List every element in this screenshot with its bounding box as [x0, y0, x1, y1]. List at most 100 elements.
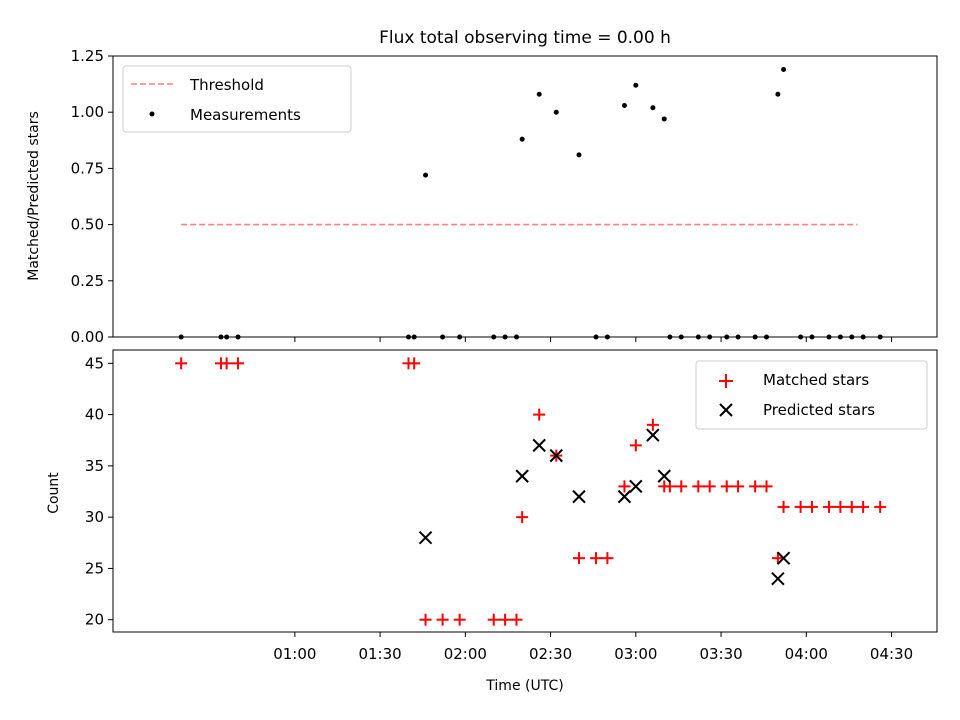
matched-point	[533, 408, 546, 421]
matched-point	[805, 500, 818, 513]
matched-point	[646, 418, 659, 431]
measurement-point	[860, 334, 866, 340]
measurement-point	[235, 334, 241, 340]
measurement-point	[491, 334, 497, 340]
predicted-point	[532, 438, 546, 453]
matched-point	[601, 552, 614, 565]
matched-point	[874, 500, 887, 513]
top-x-ticks	[294, 337, 893, 342]
measurement-point	[553, 109, 559, 115]
matched-point	[499, 613, 512, 626]
legend-threshold-label: Threshold	[189, 76, 264, 94]
legend-predicted-label: Predicted stars	[763, 401, 875, 419]
bottom-y-axis: 20 25 30 35 40 45	[85, 354, 113, 629]
measurement-point	[502, 334, 508, 340]
measurement-point	[695, 334, 701, 340]
matched-point	[220, 357, 233, 370]
measurement-point	[877, 334, 883, 340]
matched-point	[618, 480, 631, 493]
measurement-point	[423, 172, 429, 178]
measurement-point	[826, 334, 832, 340]
matched-point	[510, 613, 523, 626]
matched-point	[794, 500, 807, 513]
matched-point	[408, 357, 421, 370]
matched-point	[590, 552, 603, 565]
y-tick-label: 0.25	[71, 272, 104, 290]
measurement-point	[849, 334, 855, 340]
measurement-legend-dot	[149, 111, 155, 117]
predicted-legend-marker	[719, 403, 733, 417]
bottom-panel: 20 25 30 35 40 45 01:00 01:30 02:00 02:30 03:00 03…	[46, 349, 938, 694]
measurement-point	[809, 334, 815, 340]
matched-point	[516, 511, 529, 524]
y-tick-label: 1.00	[71, 103, 104, 121]
matched-point	[675, 480, 688, 493]
matched-point	[845, 500, 858, 513]
x-tick-label: 02:00	[444, 645, 487, 663]
measurement-point	[661, 116, 667, 122]
y-tick-label: 0.75	[71, 159, 104, 177]
measurement-point	[440, 334, 446, 340]
bottom-legend-box	[695, 360, 928, 430]
measurement-point	[667, 334, 673, 340]
matched-point	[692, 480, 705, 493]
legend-measurements-label: Measurements	[190, 106, 301, 124]
predicted-point	[515, 469, 529, 483]
x-tick-label: 03:30	[699, 645, 742, 663]
matched-point	[720, 480, 733, 493]
measurement-point	[536, 91, 542, 97]
predicted-series	[418, 428, 791, 586]
matched-point	[487, 613, 500, 626]
matched-point	[749, 480, 762, 493]
measurement-point	[519, 136, 525, 142]
y-tick-label: 0.50	[71, 216, 104, 234]
matched-series	[175, 357, 887, 626]
measurement-point	[593, 334, 599, 340]
bottom-legend: Matched stars Predicted stars	[695, 360, 928, 430]
measurement-point	[224, 334, 230, 340]
matched-point	[436, 613, 449, 626]
matched-point	[453, 613, 466, 626]
top-legend-box	[122, 65, 352, 133]
matched-point	[572, 552, 585, 565]
y-tick-label: 30	[85, 508, 104, 526]
y-tick-label: 40	[85, 406, 104, 424]
matched-point	[760, 480, 773, 493]
measurement-point	[678, 334, 684, 340]
legend-matched-label: Matched stars	[763, 371, 869, 389]
x-tick-label: 04:30	[870, 645, 913, 663]
predicted-point	[646, 428, 660, 442]
measurement-point	[707, 334, 713, 340]
measurement-point	[752, 334, 758, 340]
measurement-point	[650, 105, 656, 111]
predicted-point	[549, 448, 563, 463]
measurement-point	[513, 334, 519, 340]
predicted-point	[657, 469, 671, 483]
matched-point	[629, 439, 642, 452]
matched-point	[777, 500, 790, 513]
predicted-point	[771, 571, 785, 586]
matched-point	[419, 613, 432, 626]
measurement-point	[604, 334, 610, 340]
x-tick-label: 01:00	[273, 645, 316, 663]
matched-point	[771, 552, 784, 565]
measurement-series	[178, 66, 883, 340]
predicted-point	[629, 479, 643, 494]
matched-point	[175, 357, 188, 370]
measurement-point	[837, 334, 843, 340]
matched-point	[703, 480, 716, 493]
y-tick-label: 0.00	[71, 328, 104, 346]
measurement-point	[178, 334, 184, 340]
bottom-x-axis: 01:00 01:30 02:00 02:30 03:00 03:30 04:00 04:30	[273, 632, 913, 663]
predicted-point	[617, 489, 632, 504]
matched-point	[232, 357, 245, 370]
measurement-point	[775, 91, 781, 97]
measurement-point	[724, 334, 730, 340]
measurement-point	[576, 152, 582, 158]
measurement-point	[798, 334, 804, 340]
measurement-point	[621, 102, 627, 108]
x-axis-label: Time (UTC)	[485, 678, 563, 694]
y-tick-label: 20	[85, 611, 104, 629]
x-tick-label: 01:30	[358, 645, 401, 663]
